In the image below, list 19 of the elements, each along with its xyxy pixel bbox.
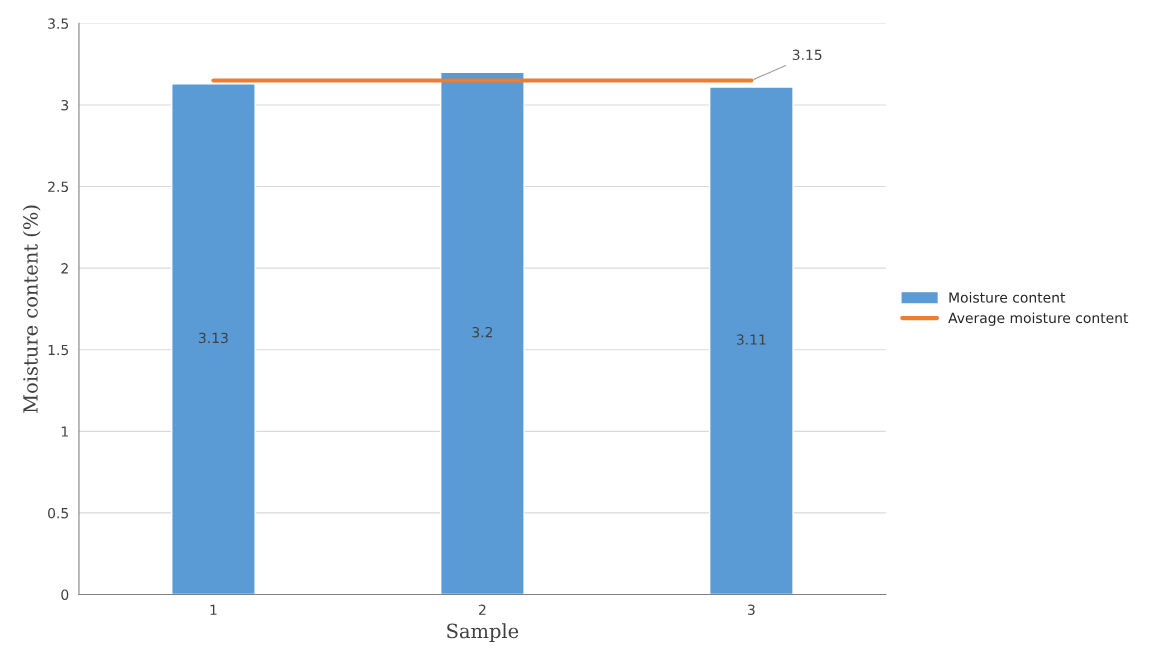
y-tick-label: 1.5 (48, 344, 69, 356)
x-axis-title: Sample (447, 623, 519, 643)
y-tick-label: 3 (61, 99, 69, 111)
y-tick-label: 1 (61, 426, 68, 437)
legend-label: Average moisture content (948, 312, 1129, 326)
data-label: 3.2 (472, 326, 493, 338)
y-tick-label: 0 (61, 589, 69, 600)
legend-label: Moisture content (949, 292, 1066, 303)
y-tick-label: 2.5 (48, 181, 69, 193)
y-tick-label: 0.5 (48, 507, 69, 519)
data-label: 3.11 (736, 334, 766, 345)
data-label: 3.15 (792, 49, 822, 61)
x-tick-label: 3 (748, 604, 755, 615)
data-label: 3.13 (199, 332, 228, 344)
y-tick-label: 3.5 (48, 18, 69, 29)
x-tick-label: 1 (210, 604, 217, 615)
y-axis-title: Moisture content (%) (22, 205, 41, 413)
x-tick-label: 2 (478, 604, 486, 615)
y-tick-label: 2 (61, 263, 68, 274)
